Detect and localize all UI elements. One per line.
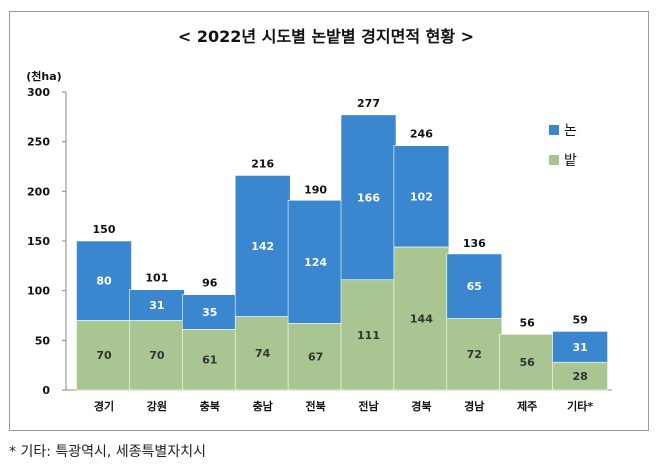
data-label-bat: 56 <box>520 356 536 369</box>
category-label: 경남 <box>464 399 484 413</box>
total-label: 246 <box>410 128 433 141</box>
bar-chart: < 2022년 시도별 논밭별 경지면적 현황 > (천ha) 0 50 100 15… <box>26 27 612 413</box>
legend-label: 밭 <box>564 153 577 169</box>
data-label-bat: 111 <box>357 329 380 342</box>
data-label-bat: 61 <box>202 354 217 367</box>
data-label-bat: 70 <box>149 349 165 362</box>
legend-swatch <box>549 125 559 135</box>
bar-segment-bat <box>182 329 238 391</box>
total-label: 190 <box>304 183 327 196</box>
data-label-bat: 70 <box>96 349 112 362</box>
category-label: 기타* <box>567 399 593 413</box>
data-label-bat: 144 <box>410 312 433 325</box>
category-label: 제주 <box>517 399 537 413</box>
y-tick-label: 200 <box>27 185 50 198</box>
bar-segment-non <box>552 331 608 363</box>
data-label-bat: 74 <box>255 347 271 360</box>
bar-segment-non <box>393 145 450 248</box>
total-label: 59 <box>572 313 587 326</box>
bar-segment-non <box>446 253 503 319</box>
category-label: 경기 <box>94 399 114 413</box>
bar-segment-non <box>340 114 397 281</box>
bar-segment-bat <box>129 320 185 391</box>
data-label-bat: 67 <box>308 351 323 364</box>
total-label: 96 <box>202 277 218 290</box>
category-label: 강원 <box>147 399 167 413</box>
data-label-non: 166 <box>357 191 380 204</box>
category-label: 충북 <box>200 399 220 413</box>
data-label-non: 142 <box>251 240 274 253</box>
total-label: 277 <box>357 97 380 110</box>
data-label-non: 102 <box>410 190 433 203</box>
y-tick-label: 250 <box>27 136 50 149</box>
data-label-non: 31 <box>149 299 164 312</box>
total-label: 150 <box>93 223 116 236</box>
bar-segment-bat <box>499 334 556 391</box>
y-tick-label: 0 <box>42 384 50 397</box>
data-label-non: 35 <box>202 306 217 319</box>
y-tick-label: 300 <box>27 86 50 99</box>
bar-segment-bat <box>287 323 344 391</box>
total-label: 136 <box>463 237 486 250</box>
total-label: 216 <box>251 157 274 170</box>
category-label: 전북 <box>305 399 325 413</box>
bar-segment-bat <box>446 318 503 391</box>
bar-segment-non <box>234 175 291 317</box>
bar-segment-non <box>129 289 185 321</box>
legend-label: 논 <box>564 123 577 139</box>
bar-segment-bat <box>76 320 132 391</box>
total-label: 101 <box>145 272 168 285</box>
footnote: * 기타: 특광역시, 세종특별자치시 <box>9 444 206 460</box>
legend-swatch <box>549 155 559 165</box>
bar-segment-bat <box>393 246 450 391</box>
total-label: 56 <box>520 316 536 329</box>
chart-title: < 2022년 시도별 논밭별 경지면적 현황 > <box>178 27 474 46</box>
data-label-bat: 72 <box>467 348 482 361</box>
data-label-non: 80 <box>96 275 112 288</box>
y-tick-label: 150 <box>27 235 50 248</box>
data-label-non: 124 <box>304 256 327 269</box>
data-label-non: 31 <box>572 341 587 354</box>
y-tick-label: 50 <box>35 334 51 347</box>
bar-segment-non <box>182 294 238 330</box>
data-label-bat: 28 <box>572 370 587 383</box>
y-tick-label: 100 <box>27 285 50 298</box>
category-label: 충남 <box>253 399 273 413</box>
bar-segment-bat <box>234 316 291 391</box>
bar-segment-bat <box>552 361 608 391</box>
category-label: 경북 <box>411 399 431 413</box>
y-axis-unit-label: (천ha) <box>26 69 61 83</box>
category-label: 전남 <box>358 399 378 413</box>
bar-segment-non <box>76 240 132 321</box>
bar-segment-non <box>287 199 344 324</box>
data-label-non: 65 <box>467 280 482 293</box>
